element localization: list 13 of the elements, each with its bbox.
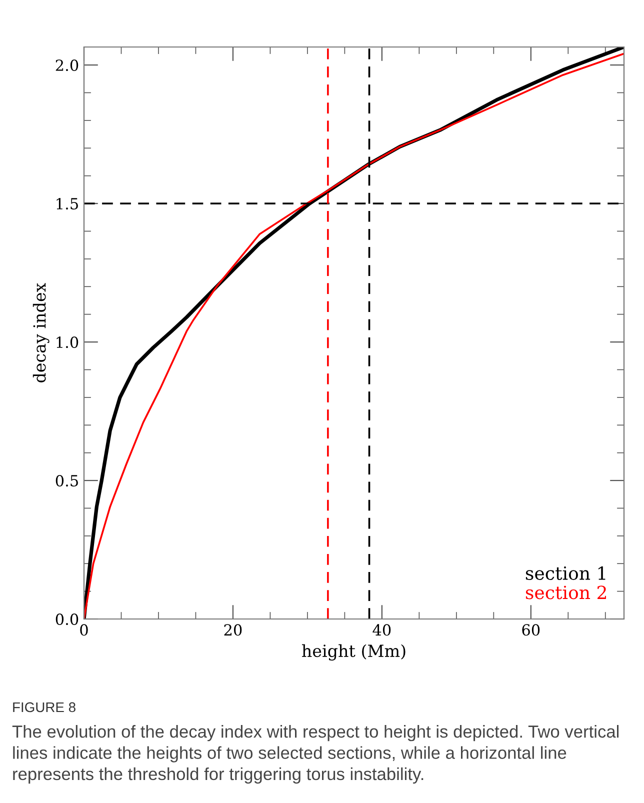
- x-axis-title: height (Mm): [302, 644, 406, 661]
- y-tick-label: 0.5: [56, 474, 78, 487]
- caption: FIGURE 8: [13, 702, 76, 712]
- x-tick-label: 0: [80, 624, 88, 636]
- x-tick-label: 60: [522, 624, 540, 636]
- y-axis-title: decay index: [32, 282, 50, 382]
- x-tick-label: 40: [372, 624, 391, 636]
- y-tick-label: 1.5: [56, 198, 78, 210]
- y-tick-label: 0.0: [56, 613, 78, 626]
- y-tick-label: 1.0: [56, 336, 78, 348]
- y-tick-label: 2.0: [56, 59, 78, 72]
- x-tick-label: 20: [224, 624, 242, 636]
- text: The evolution of the decay index with respect to height is depicted. Two vertical lines indicate the heights of two selected sections, while a horizontal line represents the threshold for triggering torus instability.: [12, 725, 619, 784]
